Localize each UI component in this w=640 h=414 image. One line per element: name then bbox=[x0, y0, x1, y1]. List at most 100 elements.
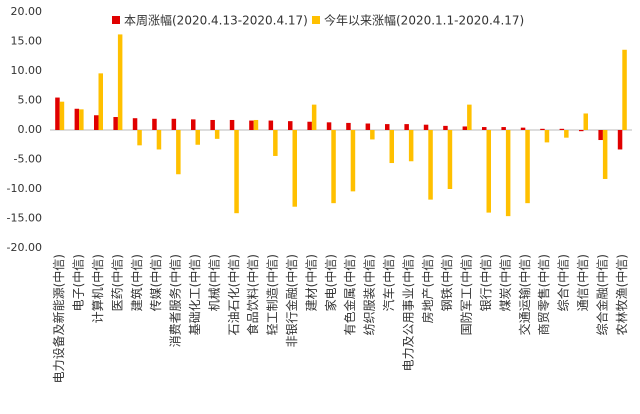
bar bbox=[191, 119, 196, 130]
y-tick-label: 20.00 bbox=[11, 5, 43, 18]
bar bbox=[214, 130, 220, 139]
bar bbox=[249, 120, 254, 130]
bar bbox=[583, 113, 588, 130]
bar bbox=[370, 130, 375, 140]
bar bbox=[423, 124, 429, 130]
x-tick-label: 建筑(中信) bbox=[129, 254, 144, 311]
bar bbox=[137, 130, 142, 146]
bar bbox=[331, 130, 336, 204]
bar bbox=[579, 130, 584, 132]
bar bbox=[326, 122, 332, 130]
bar bbox=[467, 104, 472, 130]
bar bbox=[404, 124, 409, 130]
bar bbox=[486, 130, 491, 213]
bar bbox=[447, 130, 453, 189]
x-tick-label: 电子(中信) bbox=[71, 254, 86, 311]
bar bbox=[408, 130, 414, 162]
bar bbox=[617, 130, 623, 150]
x-tick-label: 消费者服务(中信) bbox=[168, 254, 183, 347]
x-tick-label: 交通运输(中信) bbox=[517, 254, 532, 335]
bar bbox=[540, 128, 545, 130]
bar bbox=[59, 101, 65, 130]
x-tick-label: 传媒(中信) bbox=[148, 254, 163, 311]
x-tick-label: 农林牧渔(中信) bbox=[614, 254, 629, 335]
x-tick-label: 医药(中信) bbox=[109, 254, 124, 311]
x-tick-label: 非银行金融(中信) bbox=[284, 254, 299, 347]
bar bbox=[234, 130, 239, 214]
x-tick-label: 国防军工(中信) bbox=[459, 254, 474, 335]
bar bbox=[544, 130, 550, 143]
bar bbox=[268, 120, 274, 130]
legend-swatch bbox=[112, 16, 120, 24]
bar bbox=[505, 130, 511, 217]
x-tick-label: 纺织服装(中信) bbox=[362, 254, 377, 335]
bar bbox=[520, 127, 526, 130]
x-tick-label: 机械(中信) bbox=[206, 254, 221, 311]
bar bbox=[273, 130, 278, 156]
y-tick-label: 10.00 bbox=[11, 64, 43, 77]
x-tick-label: 通信(中信) bbox=[575, 254, 590, 311]
x-tick-label: 商贸零售(中信) bbox=[536, 254, 551, 335]
x-tick-label: 基础化工(中信) bbox=[187, 254, 202, 335]
bar bbox=[443, 125, 448, 130]
bar bbox=[462, 126, 468, 130]
bar bbox=[94, 115, 99, 130]
y-tick-label: 0.00 bbox=[18, 123, 43, 136]
x-tick-label: 轻工制造(中信) bbox=[265, 254, 280, 335]
legend-swatch bbox=[312, 16, 320, 24]
x-tick-label: 房地产(中信) bbox=[420, 254, 435, 323]
bar bbox=[564, 130, 569, 138]
x-tick-label: 有色金属(中信) bbox=[342, 254, 357, 335]
bar bbox=[210, 119, 215, 130]
bar bbox=[602, 130, 608, 179]
x-tick-label: 家电(中信) bbox=[323, 254, 338, 311]
bar bbox=[288, 121, 293, 130]
bar bbox=[525, 130, 530, 204]
bar bbox=[117, 34, 123, 130]
bar bbox=[428, 130, 433, 200]
x-tick-label: 钢铁(中信) bbox=[439, 254, 454, 311]
x-tick-label: 汽车(中信) bbox=[381, 254, 396, 311]
bar bbox=[132, 118, 138, 130]
bar bbox=[156, 130, 162, 150]
bar bbox=[307, 121, 312, 130]
bar bbox=[98, 73, 103, 130]
bar bbox=[229, 119, 235, 130]
bar bbox=[482, 127, 487, 130]
bar bbox=[559, 128, 565, 130]
bar bbox=[171, 118, 177, 130]
bar bbox=[365, 123, 371, 130]
x-tick-label: 银行(中信) bbox=[478, 254, 493, 311]
x-tick-label: 电力设备及新能源(中信) bbox=[51, 254, 66, 383]
y-tick-label: -5.00 bbox=[14, 153, 42, 166]
bar bbox=[253, 119, 259, 130]
x-tick-label: 综合金融(中信) bbox=[594, 254, 609, 335]
bar bbox=[385, 124, 390, 130]
bar bbox=[350, 130, 356, 192]
x-tick-label: 计算机(中信) bbox=[90, 254, 105, 323]
bar bbox=[55, 97, 60, 130]
x-tick-label: 建材(中信) bbox=[303, 254, 318, 311]
legend-label: 今年以来涨幅(2020.1.1-2020.4.17) bbox=[324, 13, 524, 28]
x-tick-label: 综合(中信) bbox=[556, 254, 571, 311]
bar bbox=[176, 130, 181, 175]
x-tick-label: 煤炭(中信) bbox=[497, 254, 512, 311]
x-tick-label: 食品饮料(中信) bbox=[245, 254, 260, 335]
bar bbox=[152, 118, 157, 130]
bar bbox=[113, 117, 118, 130]
legend-label: 本周涨幅(2020.4.13-2020.4.17) bbox=[124, 13, 308, 28]
bar bbox=[292, 130, 297, 207]
y-tick-label: -10.00 bbox=[7, 182, 42, 195]
bar bbox=[346, 122, 351, 130]
bar bbox=[501, 127, 506, 130]
bar bbox=[79, 109, 84, 130]
bar bbox=[195, 130, 200, 145]
x-tick-label: 石油石化(中信) bbox=[226, 254, 241, 335]
y-tick-label: -15.00 bbox=[7, 212, 42, 225]
bar bbox=[389, 130, 394, 164]
y-tick-label: 5.00 bbox=[18, 94, 43, 107]
y-tick-label: -20.00 bbox=[7, 241, 42, 254]
bar bbox=[311, 104, 317, 130]
bar bbox=[598, 130, 603, 141]
